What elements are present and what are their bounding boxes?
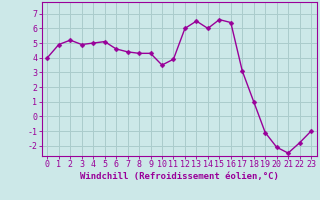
X-axis label: Windchill (Refroidissement éolien,°C): Windchill (Refroidissement éolien,°C) bbox=[80, 172, 279, 181]
